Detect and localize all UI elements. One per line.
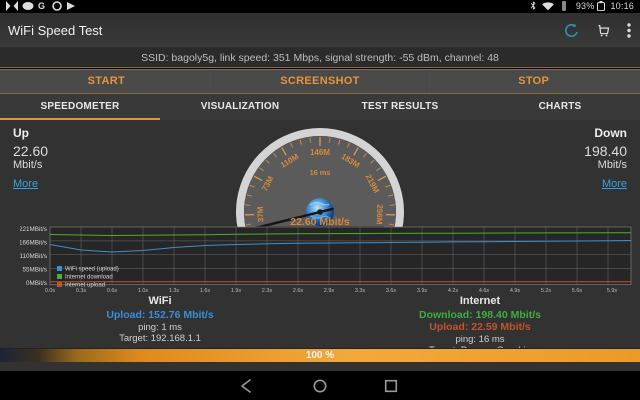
svg-text:1.9s: 1.9s bbox=[231, 288, 241, 294]
svg-text:2.6s: 2.6s bbox=[293, 288, 303, 294]
svg-text:0.3s: 0.3s bbox=[76, 288, 86, 294]
svg-text:2.9s: 2.9s bbox=[324, 288, 334, 294]
svg-text:3.9s: 3.9s bbox=[417, 288, 427, 294]
svg-text:4.2s: 4.2s bbox=[448, 288, 458, 294]
svg-text:1.6s: 1.6s bbox=[200, 288, 210, 294]
svg-text:5.2s: 5.2s bbox=[541, 288, 551, 294]
svg-text:0MBit/s: 0MBit/s bbox=[26, 280, 47, 287]
svg-text:5.6s: 5.6s bbox=[572, 288, 582, 294]
svg-text:Internet download: Internet download bbox=[65, 275, 113, 281]
svg-text:110MBit/s: 110MBit/s bbox=[20, 253, 47, 260]
svg-text:1.3s: 1.3s bbox=[169, 288, 179, 294]
svg-text:16 ms: 16 ms bbox=[310, 168, 331, 177]
svg-text:0.6s: 0.6s bbox=[107, 288, 117, 294]
svg-text:1.0s: 1.0s bbox=[138, 288, 148, 294]
svg-text:37M: 37M bbox=[256, 206, 266, 222]
svg-text:3.6s: 3.6s bbox=[386, 288, 396, 294]
svg-text:3.3s: 3.3s bbox=[355, 288, 365, 294]
svg-text:5.9s: 5.9s bbox=[607, 288, 617, 294]
svg-text:G: G bbox=[38, 1, 45, 11]
svg-text:2.3s: 2.3s bbox=[262, 288, 272, 294]
svg-text:55MBit/s: 55MBit/s bbox=[23, 267, 48, 274]
svg-text:146M: 146M bbox=[310, 148, 330, 157]
svg-text:0.0s: 0.0s bbox=[45, 288, 55, 294]
svg-text:4.9s: 4.9s bbox=[510, 288, 520, 294]
svg-text:WiFi speed (upload): WiFi speed (upload) bbox=[65, 267, 119, 273]
svg-text:166MBit/s: 166MBit/s bbox=[20, 240, 47, 247]
svg-text:256M: 256M bbox=[375, 204, 385, 225]
svg-text:4.6s: 4.6s bbox=[479, 288, 489, 294]
svg-text:221MBit/s: 221MBit/s bbox=[20, 226, 47, 233]
